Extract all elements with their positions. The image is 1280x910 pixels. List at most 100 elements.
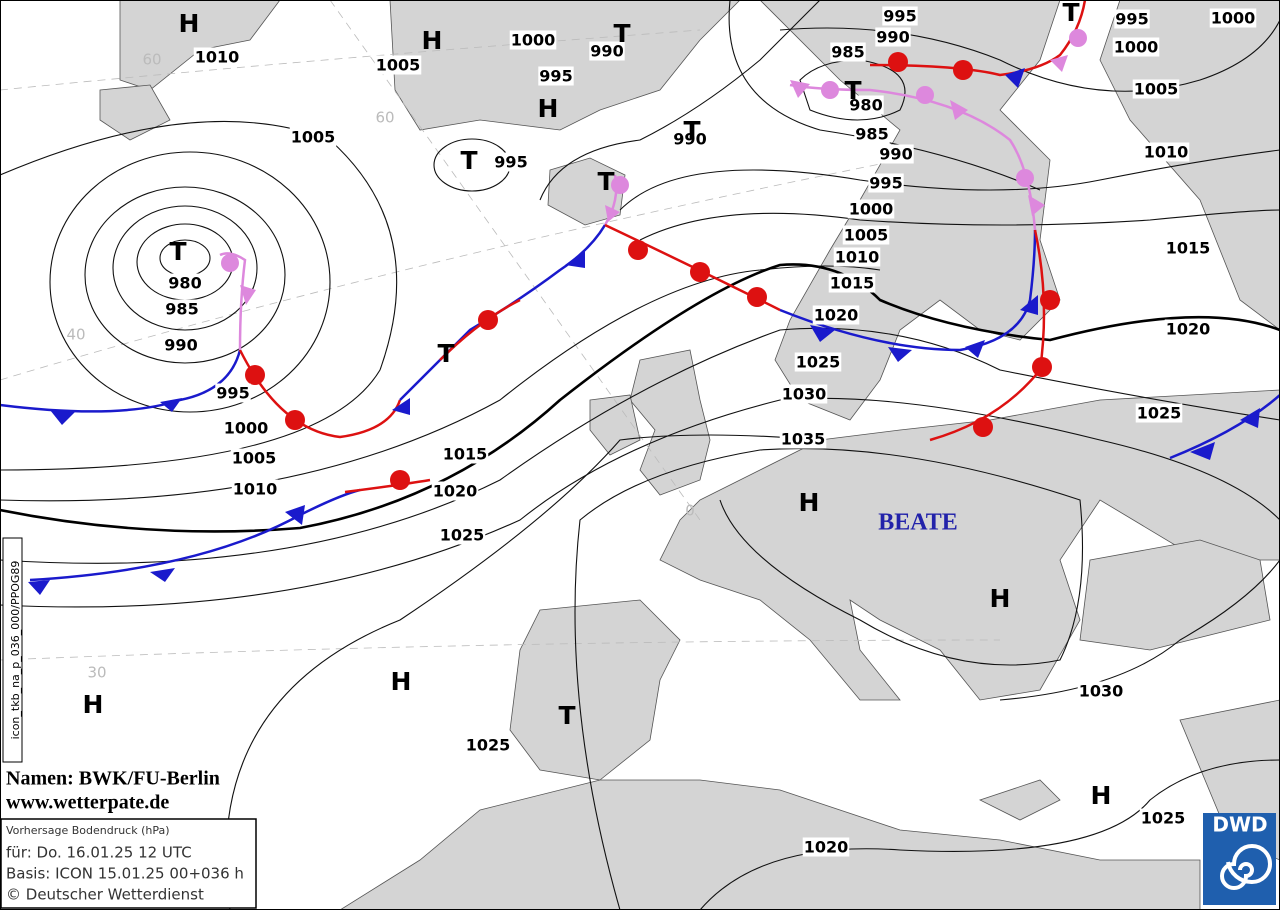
info-title: Vorhersage Bodendruck (hPa): [6, 824, 170, 837]
isobar-label: 995: [869, 174, 902, 193]
label-background: [1142, 142, 1190, 162]
isobar-label: 1005: [1134, 80, 1179, 99]
pressure-center: H: [391, 667, 412, 696]
label-background: [794, 352, 842, 372]
label-background: [222, 418, 270, 438]
isobar-label: 1030: [782, 385, 827, 404]
info-line: © Deutscher Wetterdienst: [6, 886, 204, 904]
label-background: [847, 199, 895, 219]
label-background: [672, 129, 708, 149]
label-background: [1077, 681, 1125, 701]
isobar-label: 1005: [291, 128, 336, 147]
label-background: [779, 429, 827, 449]
isobar-label: 990: [876, 28, 909, 47]
isobar-label: 1025: [440, 526, 485, 545]
label-background: [163, 335, 199, 355]
credit-names: Namen: BWK/FU-Berlin: [6, 768, 220, 790]
isobar-label: 1020: [1166, 320, 1211, 339]
logo-text: DWD: [1212, 813, 1267, 837]
pressure-center: H: [538, 94, 559, 123]
pressure-center: H: [990, 584, 1011, 613]
label-background: [1135, 403, 1183, 423]
label-background: [374, 55, 422, 75]
isobar-label: 1000: [224, 419, 269, 438]
isobar-label: 990: [673, 130, 706, 149]
label-background: [812, 305, 860, 325]
isobar-label: 1015: [443, 445, 488, 464]
isobar-label: 1035: [781, 430, 826, 449]
pressure-center: H: [422, 26, 443, 55]
isobar-label: 1000: [1211, 9, 1256, 28]
fronts: [0, 0, 1280, 595]
dwd-logo: DWD: [1203, 813, 1276, 905]
isobar-label: 985: [165, 300, 198, 319]
isobar-label: 1020: [433, 482, 478, 501]
grid-label: 40: [66, 326, 85, 344]
isobar-label: 985: [831, 43, 864, 62]
label-background: [1164, 319, 1212, 339]
label-background: [868, 173, 904, 193]
isobar-label: 1020: [814, 306, 859, 325]
system-name: BEATE: [878, 510, 958, 536]
label-background: [848, 95, 884, 115]
isobar-label: 995: [494, 153, 527, 172]
label-background: [1164, 238, 1212, 258]
isobar-label: 1000: [511, 31, 556, 50]
label-background: [538, 66, 574, 86]
label-background: [230, 448, 278, 468]
product-code: icon_tkb_na_p_036_000/PPOG89: [9, 561, 22, 740]
isobar-label: 990: [164, 336, 197, 355]
isobar-label: 995: [539, 67, 572, 86]
isobar-label: 1005: [844, 226, 889, 245]
pressure-center: T: [844, 76, 861, 105]
pressure-center: H: [179, 9, 200, 38]
info-box: [0, 818, 257, 909]
label-background: [431, 481, 479, 501]
isobar-label: 1015: [830, 274, 875, 293]
graticule: [0, 0, 1001, 661]
isobar-label: 1025: [1137, 404, 1182, 423]
label-background: [854, 124, 890, 144]
isobar-label: 1020: [804, 838, 849, 857]
pressure-center: T: [683, 116, 700, 145]
label-background: [164, 299, 200, 319]
label-background: [167, 273, 203, 293]
label-background: [1132, 79, 1180, 99]
info-line: für: Do. 16.01.25 12 UTC: [6, 844, 192, 862]
isobar-label: 1010: [233, 480, 278, 499]
label-background: [441, 444, 489, 464]
labels: 1010 100510009909951005995990995990985980…: [66, 0, 1257, 857]
isobar-label: 1010: [195, 48, 240, 67]
label-background: [828, 273, 876, 293]
isobar-label: 995: [1115, 10, 1148, 29]
isobar-label: 1030: [1079, 682, 1124, 701]
product-code-box: [2, 537, 23, 763]
isobar-label: 1025: [1141, 809, 1186, 828]
info-line: Basis: ICON 15.01.25 00+036 h: [6, 865, 244, 883]
label-background: [193, 47, 241, 67]
pressure-center: T: [597, 167, 614, 196]
pressure-center: T: [169, 237, 186, 266]
pressure-center: H: [799, 488, 820, 517]
label-background: [1139, 808, 1187, 828]
isobar-label: 1005: [232, 449, 277, 468]
grid-label: 30: [87, 664, 106, 682]
grid-label: 0: [685, 502, 695, 520]
grid-label: 60: [375, 109, 394, 127]
pressure-center: T: [460, 146, 477, 175]
pressure-center: H: [83, 690, 104, 719]
grid-label: 60: [142, 51, 161, 69]
isobar-label: 990: [590, 42, 623, 61]
isobar-label: 1025: [796, 353, 841, 372]
isobar-label: 1000: [1114, 38, 1159, 57]
label-background: [438, 525, 486, 545]
credit-website: www.wetterpate.de: [6, 792, 169, 814]
isobar-label: 995: [216, 384, 249, 403]
isobar-label: 1005: [376, 56, 421, 75]
label-background: [833, 247, 881, 267]
label-background: [802, 837, 850, 857]
label-background: [780, 384, 828, 404]
isobar-label: 985: [855, 125, 888, 144]
label-background: [493, 152, 529, 172]
